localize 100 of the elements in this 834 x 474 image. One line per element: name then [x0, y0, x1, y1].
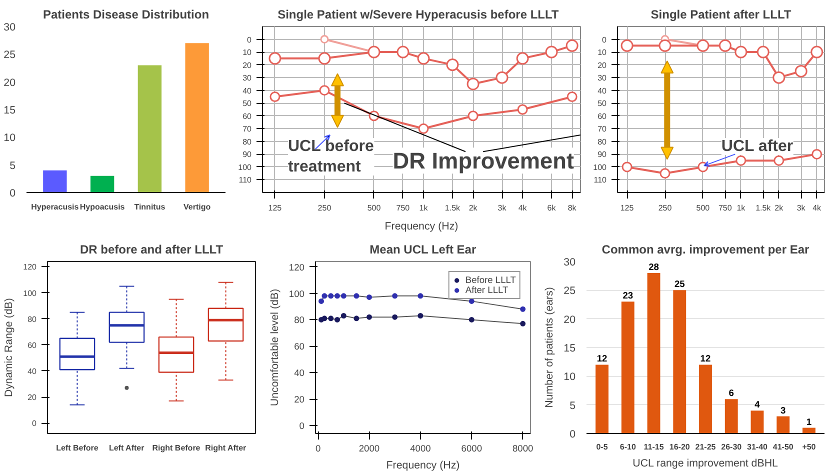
y-tick-label: 70 — [598, 124, 608, 134]
y-tick-label: 5 — [10, 160, 16, 172]
x-tick-label: 1.5k — [756, 204, 772, 212]
y-axis-title: Uncomfortable level (dB) — [268, 288, 281, 406]
y-tick-label: 80 — [28, 314, 38, 324]
x-tick-label: Tinnitus — [134, 202, 166, 212]
point — [392, 314, 398, 320]
y-tick-label: 100 — [288, 288, 305, 299]
x-tick-label: 1.5k — [444, 204, 462, 212]
y-tick-label: 60 — [598, 112, 608, 121]
x-tick-label: 2k — [468, 204, 478, 212]
bar — [90, 176, 114, 192]
y-tick-label: 50 — [598, 99, 608, 108]
x-tick-label: 125 — [268, 204, 282, 212]
chart-title: Mean UCL Left Ear — [370, 242, 476, 256]
y-tick-label: 100 — [593, 162, 608, 172]
bar — [724, 399, 738, 434]
y-tick-label: 5 — [570, 400, 576, 412]
x-tick-label: 4000 — [410, 444, 431, 454]
x-tick-label: 11-15 — [644, 442, 664, 452]
y-tick-label: 30 — [4, 22, 16, 34]
x-tick-label: 125 — [620, 204, 634, 212]
annotation: UCL before treatment — [288, 138, 374, 176]
point — [366, 294, 372, 300]
bar — [699, 364, 712, 434]
x-tick-label: 500 — [367, 204, 382, 212]
x-axis-title: Frequency (Hz) — [386, 460, 460, 472]
point — [340, 313, 346, 318]
x-tick-label: Right Before — [152, 444, 201, 452]
y-tick-label: 60 — [294, 342, 305, 352]
y-tick-label: 20 — [4, 76, 16, 89]
x-tick-label: +50 — [802, 442, 816, 452]
y-axis-title: Dynamic Range (dB) — [3, 298, 16, 397]
y-tick-label: 25 — [4, 49, 16, 62]
x-tick-label: Hyperacusis — [31, 202, 80, 212]
x-tick-label: 500 — [696, 204, 710, 212]
x-tick-label: 6-10 — [620, 442, 636, 452]
y-tick-label: 50 — [242, 99, 252, 108]
chart-title: Patients Disease Distribution — [42, 8, 210, 22]
data-label: 12 — [700, 354, 711, 364]
y-tick-label: 15 — [564, 342, 576, 354]
x-tick-label: 8k — [568, 204, 578, 212]
chart-title: Single Patient w/Severe Hyperacusis before LLLT — [278, 8, 560, 22]
y-tick-label: 80 — [598, 137, 608, 146]
x-tick-label: 26-30 — [721, 442, 742, 452]
x-tick-label: 21-25 — [695, 442, 716, 452]
x-tick-label: Right After — [205, 444, 246, 452]
point — [520, 306, 526, 312]
legend-label: After LLLT — [465, 285, 508, 295]
point — [520, 320, 526, 326]
y-tick-label: 60 — [242, 112, 252, 121]
y-tick-label: 0 — [570, 428, 576, 440]
point — [354, 316, 360, 322]
y-tick-label: 30 — [242, 74, 252, 83]
bar — [621, 302, 634, 434]
y-tick-label: 40 — [242, 86, 252, 96]
data-label: 25 — [674, 279, 685, 290]
y-tick-label: 20 — [598, 60, 608, 70]
y-tick-label: 20 — [294, 394, 305, 405]
x-axis-title: Frequency (Hz) — [384, 220, 458, 232]
x-tick-label: 31-40 — [747, 442, 768, 452]
chart-title: Single Patient after LLLT — [650, 8, 792, 22]
bar — [185, 43, 209, 192]
point — [418, 313, 424, 318]
y-tick-label: 90 — [242, 150, 252, 160]
y-tick-label: 110 — [594, 176, 608, 185]
x-tick-label: 0-5 — [596, 442, 608, 452]
y-tick-label: 15 — [4, 104, 16, 116]
x-tick-label: 4k — [518, 204, 528, 212]
point — [322, 316, 328, 322]
y-tick-label: 20 — [564, 314, 576, 326]
x-tick-label: 2000 — [358, 444, 380, 454]
x-tick-label: Vertigo — [184, 202, 211, 212]
annotation: DR Improvement — [392, 148, 574, 174]
bar — [596, 364, 608, 434]
data-label: 28 — [648, 262, 659, 272]
x-tick-label: 1k — [419, 204, 429, 212]
x-tick-label: Hypoacusis — [80, 202, 126, 212]
point — [418, 293, 424, 299]
chart-title: DR before and after LLLT — [80, 242, 224, 256]
x-tick-label: 4k — [812, 204, 822, 212]
data-label: 6 — [728, 388, 734, 398]
y-tick-label: 20 — [242, 60, 252, 70]
data-label: 1 — [806, 416, 812, 427]
x-tick-label: 2k — [774, 204, 784, 212]
y-axis-title: Number of patients (ears) — [544, 287, 556, 408]
x-tick-label: 6000 — [461, 444, 482, 454]
chart-title: Common avrg. improvement per Ear — [602, 242, 810, 256]
y-tick-label: 0 — [247, 35, 252, 44]
x-axis-title: UCL range improvement dBHL — [632, 458, 778, 470]
point — [354, 293, 360, 299]
y-tick-label: 80 — [294, 315, 305, 326]
x-tick-label: Left Before — [56, 444, 99, 452]
y-tick-label: 0 — [32, 419, 38, 428]
point — [328, 293, 334, 299]
bar — [673, 290, 686, 434]
y-tick-label: 30 — [564, 256, 576, 268]
point — [366, 314, 372, 320]
y-tick-label: 40 — [28, 366, 38, 376]
y-tick-label: 60 — [28, 340, 38, 350]
